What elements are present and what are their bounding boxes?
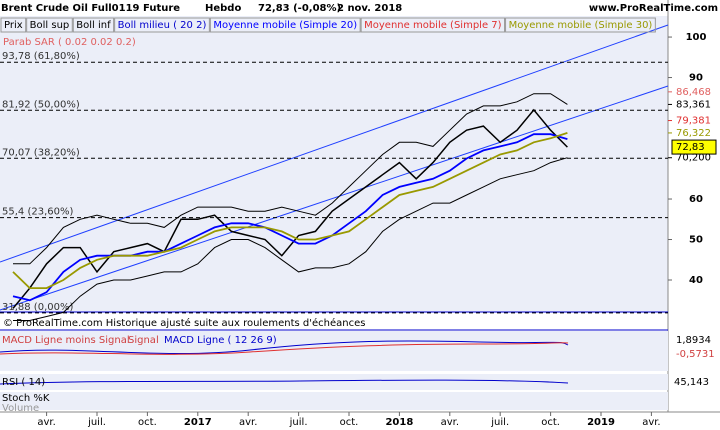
x-tick-label: oct.	[541, 417, 560, 428]
series-line	[12, 133, 568, 302]
x-tick-label: 2018	[385, 417, 413, 428]
series-line	[12, 108, 568, 309]
channel-line	[0, 24, 669, 263]
x-tick-label: avr.	[441, 417, 459, 428]
x-tick-label: 2017	[184, 417, 212, 428]
rsi-value: 45,143	[674, 377, 709, 388]
legend-box	[505, 17, 656, 33]
x-tick-label: 2019	[587, 417, 615, 428]
price-label: 83,361	[676, 99, 711, 110]
x-tick-label: avr.	[37, 417, 55, 428]
title: Brent Crude Oil Full0119 Future	[1, 3, 180, 14]
legend: Prix Boll sup Boll inf Boll milieu ( 20 2) M…	[0, 17, 656, 33]
series-line	[13, 93, 568, 265]
y-tick-label: 50	[689, 235, 703, 246]
legend-box	[209, 17, 361, 33]
level-label: 81,92 (50,00%)	[2, 99, 80, 110]
price-label: 72,83	[676, 142, 705, 153]
rsi-line	[0, 379, 569, 385]
legend-item: Boll inf	[76, 20, 111, 31]
price-marker	[671, 139, 717, 155]
price-label: 79,381	[676, 116, 711, 127]
level-label: 93,78 (61,80%)	[2, 51, 80, 62]
legend-item: Moyenne mobile (Simple 30)	[509, 20, 653, 31]
level-label: 31,88 (0,00%)	[2, 302, 73, 313]
series-line	[13, 157, 568, 321]
x-tick-label: avr.	[239, 417, 257, 428]
level-label: 55,4 (23,60%)	[2, 207, 73, 218]
legend-box	[26, 17, 73, 33]
rsi-label: RSI ( 14)	[2, 377, 45, 388]
legend-box	[72, 17, 115, 33]
footer: © ProRealTime.com Historique ajusté suit…	[3, 317, 365, 329]
legend-box	[360, 17, 506, 33]
channel-line	[0, 85, 669, 311]
plot-area	[0, 16, 668, 312]
price-label: 70,200	[676, 153, 711, 164]
y-tick-label: 60	[689, 194, 703, 205]
rsi-panel	[0, 374, 668, 390]
volume-label: Volume	[2, 403, 39, 414]
quote: 72,83 (-0,08%)	[258, 3, 341, 14]
y-tick-label: 100	[686, 32, 707, 43]
x-tick-label: avr.	[642, 417, 660, 428]
macd-label: MACD Ligne moins Signal	[2, 335, 130, 346]
legend-box	[114, 17, 210, 33]
series-line	[12, 132, 568, 289]
sar-label: Parab SAR ( 0.02 0.02 0.2)	[3, 37, 136, 48]
price-label: 76,322	[676, 128, 711, 139]
x-tick-label: juil.	[289, 417, 308, 428]
period: Hebdo	[205, 3, 241, 14]
date: 2 nov. 2018	[337, 3, 402, 14]
stoch-label: Stoch %K	[2, 393, 50, 404]
price-label: 86,468	[676, 87, 711, 98]
legend-box	[0, 17, 27, 33]
x-tick-label: juil.	[87, 417, 106, 428]
stoch-panel	[0, 392, 668, 410]
level-label: 70,07 (38,20%)	[2, 147, 80, 158]
macd-value: -0,5731	[676, 349, 715, 360]
macd-value: 1,8934	[676, 335, 711, 346]
macd-line	[0, 340, 569, 355]
legend-item: Moyenne mobile (Simple 20)	[213, 20, 357, 31]
site: www.ProRealTime.com	[589, 3, 718, 14]
macd-panel	[0, 331, 668, 371]
x-tick-label: oct.	[340, 417, 359, 428]
legend-item: Boll milieu ( 20 2)	[118, 20, 207, 31]
y-tick-label: 90	[689, 73, 703, 84]
macd-label: Signal	[128, 335, 159, 346]
x-tick-label: oct.	[138, 417, 157, 428]
macd-label: MACD Ligne ( 12 26 9)	[164, 335, 277, 346]
x-tick-label: juil.	[490, 417, 509, 428]
legend-item: Prix	[4, 20, 23, 31]
legend-item: Moyenne mobile (Simple 7)	[364, 20, 502, 31]
legend-item: Boll sup	[30, 20, 70, 31]
y-tick-label: 40	[689, 275, 703, 286]
signal-line	[0, 342, 569, 355]
